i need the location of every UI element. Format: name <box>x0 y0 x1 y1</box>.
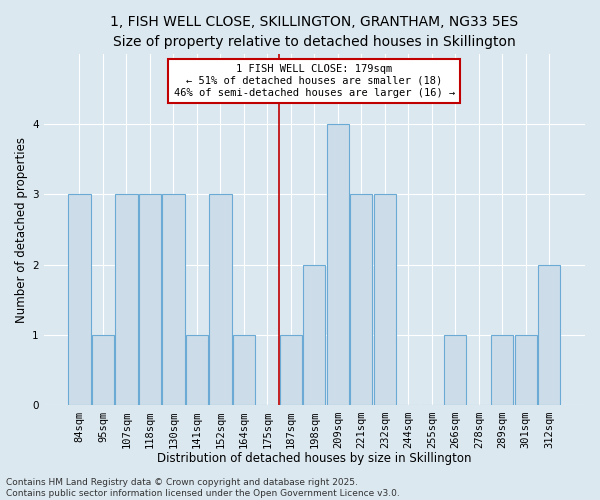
Bar <box>303 265 325 406</box>
Bar <box>444 335 466 406</box>
Bar <box>233 335 255 406</box>
Text: 1 FISH WELL CLOSE: 179sqm
← 51% of detached houses are smaller (18)
46% of semi-: 1 FISH WELL CLOSE: 179sqm ← 51% of detac… <box>174 64 455 98</box>
Bar <box>186 335 208 406</box>
Bar <box>115 194 137 406</box>
Text: Contains HM Land Registry data © Crown copyright and database right 2025.
Contai: Contains HM Land Registry data © Crown c… <box>6 478 400 498</box>
Title: 1, FISH WELL CLOSE, SKILLINGTON, GRANTHAM, NG33 5ES
Size of property relative to: 1, FISH WELL CLOSE, SKILLINGTON, GRANTHA… <box>110 15 518 48</box>
X-axis label: Distribution of detached houses by size in Skillington: Distribution of detached houses by size … <box>157 452 472 465</box>
Y-axis label: Number of detached properties: Number of detached properties <box>15 136 28 322</box>
Bar <box>538 265 560 406</box>
Bar <box>92 335 114 406</box>
Bar <box>326 124 349 406</box>
Bar <box>139 194 161 406</box>
Bar <box>515 335 537 406</box>
Bar <box>280 335 302 406</box>
Bar <box>209 194 232 406</box>
Bar <box>491 335 514 406</box>
Bar <box>374 194 396 406</box>
Bar <box>68 194 91 406</box>
Bar <box>162 194 185 406</box>
Bar <box>350 194 373 406</box>
